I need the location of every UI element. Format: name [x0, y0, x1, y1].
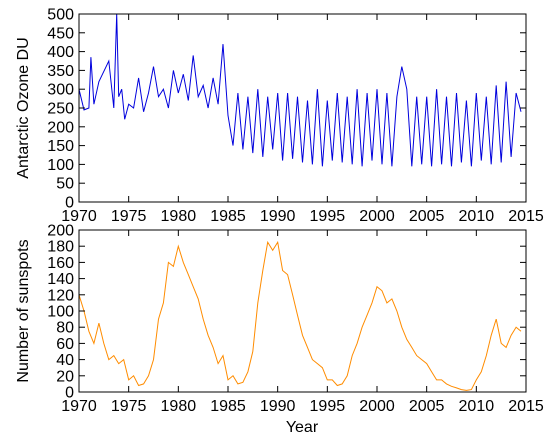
sunspots-y-tick-label: 180	[47, 239, 74, 256]
sunspots-y-tick-label: 40	[56, 352, 74, 369]
sunspots-y-tick-label: 20	[56, 368, 74, 385]
ozone-x-tick-label: 1975	[111, 208, 147, 225]
x-axis-label: Year	[286, 419, 319, 436]
ozone-y-tick-label: 400	[47, 44, 74, 61]
ozone-x-tick-label: 1980	[161, 208, 197, 225]
sunspots-y-tick-label: 120	[47, 287, 74, 304]
ozone-x-tick-label: 1970	[61, 208, 97, 225]
ozone-y-tick-label: 150	[47, 138, 74, 155]
ozone-x-tick-label: 2015	[508, 208, 544, 225]
ozone-x-tick-label: 1990	[260, 208, 296, 225]
ozone-y-tick-label: 350	[47, 63, 74, 80]
sunspots-y-tick-label: 80	[56, 320, 74, 337]
ozone-y-tick-label: 500	[47, 7, 74, 24]
ozone-x-tick-label: 2010	[459, 208, 495, 225]
sunspots-y-tick-label: 200	[47, 223, 74, 240]
sunspots-y-tick-label: 100	[47, 304, 74, 321]
sunspots-y-axis-label: Number of sunspots	[15, 239, 32, 382]
ozone-y-tick-label: 250	[47, 101, 74, 118]
ozone-y-tick-label: 450	[47, 25, 74, 42]
ozone-x-tick-label: 2005	[409, 208, 445, 225]
ozone-series-layer	[78, 13, 522, 167]
ozone-x-tick-label: 1995	[310, 208, 346, 225]
sunspots-x-tick-label: 1985	[210, 398, 246, 415]
ozone-y-tick-label: 0	[65, 195, 74, 212]
sunspots-x-tick-label: 1980	[161, 398, 197, 415]
ozone-y-tick-label: 300	[47, 82, 74, 99]
sunspots-y-tick-label: 160	[47, 255, 74, 272]
sunspots-x-tick-label: 2010	[459, 398, 495, 415]
sunspots-x-tick-label: 1970	[61, 398, 97, 415]
sunspots-x-tick-label: 2000	[359, 398, 395, 415]
sunspots-plot-frame	[78, 229, 527, 393]
ozone-plot-frame	[78, 13, 527, 203]
ozone-x-tick-label: 2000	[359, 208, 395, 225]
ozone-y-axis-label: Antarctic Ozone DU	[15, 37, 32, 178]
sunspots-series-layer	[78, 240, 522, 391]
sunspots-x-tick-label: 2005	[409, 398, 445, 415]
ozone-y-tick-label: 50	[56, 176, 74, 193]
sunspots-x-ticks: 1970 1975 1980 1985 1990 1995 2000 2005 2010 2015	[61, 230, 544, 415]
sunspots-series-line-0	[78, 240, 522, 391]
ozone-x-ticks: 1970 1975 1980 1985 1990 1995 2000 2005 2010 2015	[61, 14, 544, 225]
ozone-y-tick-label: 100	[47, 157, 74, 174]
sunspots-y-tick-label: 0	[65, 385, 74, 402]
ozone-series-line-0	[78, 13, 522, 167]
sunspots-y-tick-label: 60	[56, 336, 74, 353]
sunspots-x-tick-label: 2015	[508, 398, 544, 415]
sunspots-y-tick-label: 140	[47, 271, 74, 288]
sunspots-x-tick-label: 1995	[310, 398, 346, 415]
ozone-y-tick-label: 200	[47, 119, 74, 136]
ozone-x-tick-label: 1985	[210, 208, 246, 225]
sunspots-x-tick-label: 1990	[260, 398, 296, 415]
sunspots-x-tick-label: 1975	[111, 398, 147, 415]
